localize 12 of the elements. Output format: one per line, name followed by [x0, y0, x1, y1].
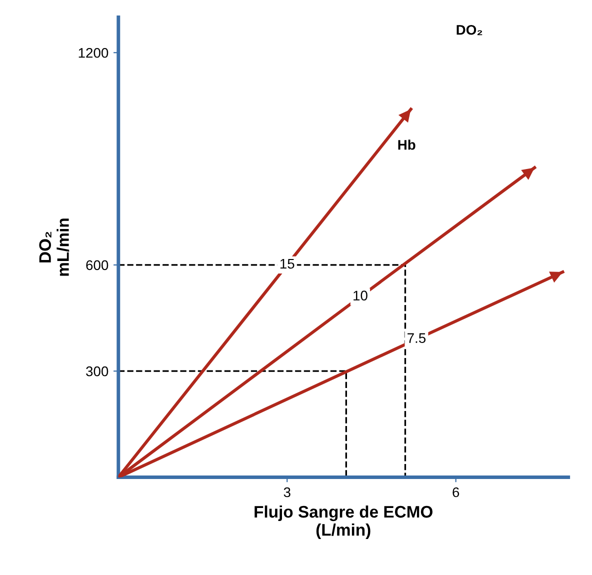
y-tick-label: 600	[86, 260, 108, 270]
series-label: 10	[354, 290, 368, 301]
x-tick-label: 6	[452, 487, 460, 498]
x-tick-label: 3	[284, 487, 290, 498]
y-axis-title: DO₂ mL/min	[39, 218, 70, 276]
series-label: 15	[280, 258, 294, 269]
series-label: 7.5	[408, 333, 426, 343]
annotation: DO₂	[456, 24, 482, 36]
annotation: Hb	[398, 140, 416, 150]
x-axis-title: Flujo Sangre de ECMO (L/min)	[254, 505, 432, 540]
y-tick-label: 300	[86, 366, 108, 376]
y-tick-label: 1200	[78, 48, 108, 58]
